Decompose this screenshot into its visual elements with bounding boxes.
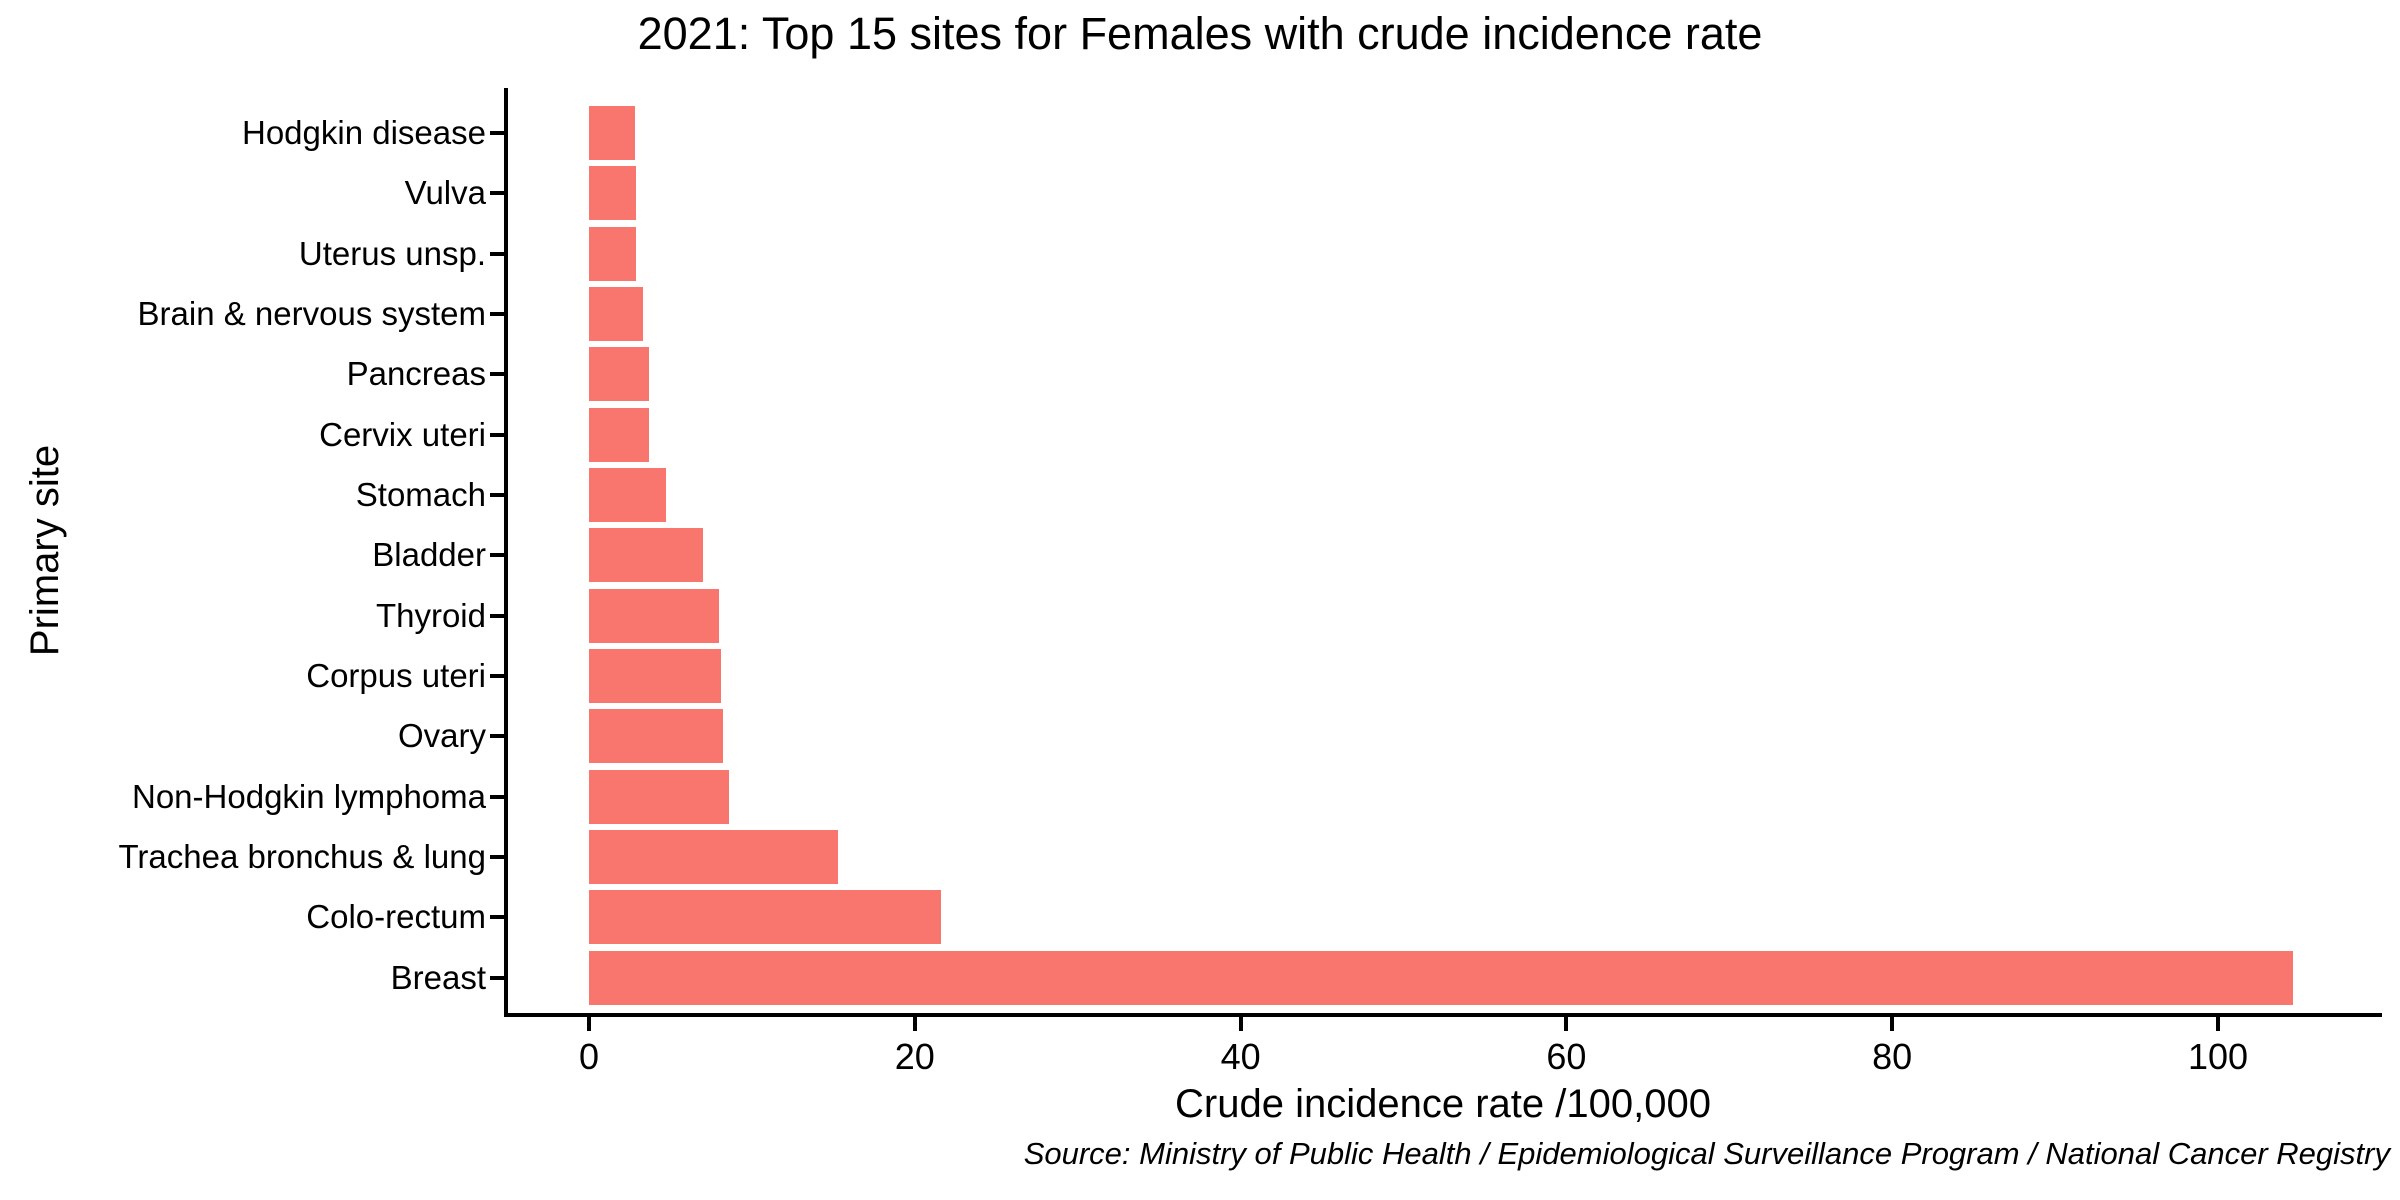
x-tick-label: 60: [1546, 1036, 1587, 1077]
x-axis-line: [504, 1013, 2382, 1017]
x-tick-label: 0: [578, 1036, 600, 1077]
bar-bladder: [589, 528, 704, 583]
y-tick-mark: [490, 975, 505, 980]
x-tick-label: 40: [1220, 1036, 1261, 1077]
bar-breast: [589, 950, 2293, 1005]
bar-thyroid: [589, 588, 720, 643]
x-tick-label: 100: [2187, 1036, 2249, 1077]
bar-cervix-uteri: [589, 407, 650, 462]
bar-uterus-unsp: [589, 226, 637, 281]
y-axis-title: Primary site: [23, 444, 68, 657]
y-tick-mark: [490, 492, 505, 497]
category-label-pancreas: Pancreas: [346, 355, 486, 393]
bar-colo-rectum: [589, 890, 941, 945]
category-label-cervix-uteri: Cervix uteri: [319, 415, 486, 453]
y-tick-mark: [490, 131, 505, 135]
y-axis-line: [504, 88, 508, 1017]
category-label-corpus-uteri: Corpus uteri: [306, 656, 486, 694]
y-axis-title-area: Primary site: [14, 88, 78, 1013]
x-tick-mark: [1564, 1017, 1569, 1031]
y-tick-mark: [490, 432, 505, 437]
y-tick-mark: [490, 854, 505, 859]
y-tick-mark: [490, 553, 505, 558]
category-label-bladder: Bladder: [372, 536, 486, 574]
bar-corpus-uteri: [589, 648, 721, 703]
y-tick-mark: [490, 734, 505, 739]
category-label-ovary: Ovary: [397, 717, 486, 755]
category-label-brain-nervous-system: Brain & nervous system: [137, 294, 486, 332]
x-tick-mark: [587, 1017, 591, 1031]
x-tick-mark: [2216, 1017, 2220, 1031]
x-tick-mark: [1238, 1017, 1243, 1031]
source-caption: Source: Ministry of Public Health / Epid…: [1023, 1136, 2390, 1171]
y-tick-mark: [490, 915, 505, 920]
bar-stomach: [589, 467, 666, 522]
bar-pancreas: [589, 347, 650, 402]
bar-brain-nervous-system: [589, 286, 643, 341]
bar-hodgkin-disease: [589, 106, 635, 160]
x-tick-mark: [912, 1017, 917, 1031]
x-tick-label: 80: [1872, 1036, 1913, 1077]
bar-trachea-bronchus-lung: [589, 829, 839, 884]
category-label-trachea-bronchus-lung: Trachea bronchus & lung: [118, 837, 487, 875]
category-label-uterus-unsp: Uterus unsp.: [298, 234, 486, 272]
category-label-stomach: Stomach: [355, 475, 486, 513]
category-label-breast: Breast: [390, 958, 486, 996]
y-tick-mark: [490, 673, 505, 678]
category-label-non-hodgkin-lymphoma: Non-Hodgkin lymphoma: [132, 777, 486, 815]
y-tick-mark: [490, 311, 505, 316]
category-label-hodgkin-disease: Hodgkin disease: [242, 114, 486, 151]
y-tick-mark: [490, 794, 505, 799]
x-tick-mark: [1890, 1017, 1895, 1031]
category-label-thyroid: Thyroid: [375, 596, 486, 634]
bar-vulva: [589, 166, 637, 221]
bar-ovary: [589, 709, 723, 764]
y-tick-mark: [490, 372, 505, 377]
x-tick-label: 20: [894, 1036, 935, 1077]
y-tick-mark: [490, 251, 505, 256]
y-tick-mark: [490, 613, 505, 618]
chart-title: 2021: Top 15 sites for Females with crud…: [637, 8, 1763, 59]
bar-non-hodgkin-lymphoma: [589, 769, 730, 824]
x-axis-title: Crude incidence rate /100,000: [1175, 1082, 1711, 1126]
y-tick-mark: [490, 191, 505, 196]
category-label-vulva: Vulva: [404, 174, 486, 212]
category-label-colo-rectum: Colo-rectum: [306, 898, 486, 936]
